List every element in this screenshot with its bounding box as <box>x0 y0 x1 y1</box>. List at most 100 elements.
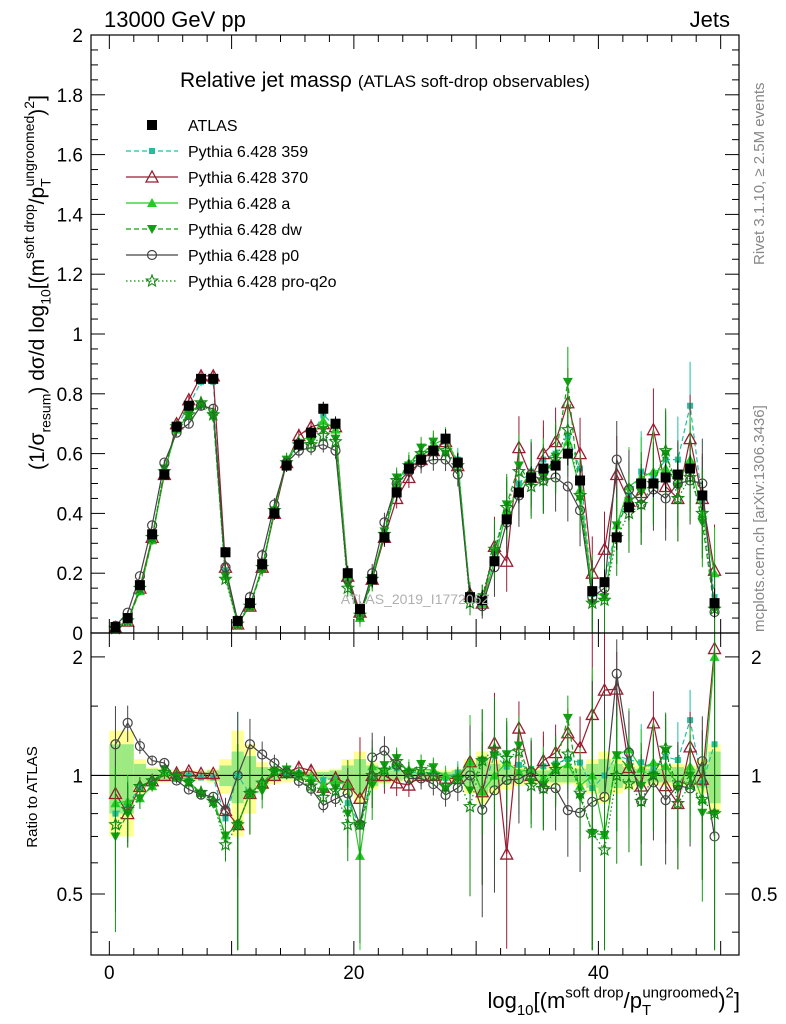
main-y-tick-label: 0.8 <box>57 385 83 406</box>
data-point <box>597 592 612 607</box>
header-left: 13000 GeV pp <box>104 7 246 32</box>
data-point <box>244 598 255 609</box>
ratio-plot <box>108 633 722 951</box>
data-point <box>477 595 488 606</box>
ratio-point <box>646 768 661 782</box>
main-y-tick-label: 0 <box>72 624 83 645</box>
data-point <box>538 463 549 474</box>
side-label-mcplots: mcplots.cern.ch [arXiv:1306.3436] <box>751 405 768 632</box>
ratio-point <box>487 741 502 756</box>
ratio-point <box>316 789 331 804</box>
data-point <box>562 481 573 492</box>
legend-label: ATLAS <box>188 118 238 135</box>
data-point <box>465 592 476 603</box>
ratio-line <box>115 719 716 827</box>
data-point <box>316 428 331 442</box>
main-y-tick-label: 0.4 <box>57 504 84 525</box>
x-tick-label: 20 <box>343 963 364 984</box>
data-point <box>330 418 341 429</box>
ratio-point <box>328 783 343 797</box>
main-y-tick-label: 1 <box>72 325 83 346</box>
data-point <box>110 622 121 633</box>
data-point <box>354 604 365 615</box>
ratio-point <box>548 761 563 776</box>
data-point <box>511 464 527 478</box>
data-point <box>672 469 683 480</box>
data-point <box>306 427 317 438</box>
data-point <box>660 472 671 483</box>
ratio-point <box>562 804 573 816</box>
legend-label: Pythia 6.428 p0 <box>188 248 299 265</box>
main-y-tick-label: 2 <box>72 26 83 47</box>
ratio-point <box>389 754 404 768</box>
ratio-y-axis-label: Ratio to ATLAS <box>24 746 41 847</box>
ratio-point <box>210 774 217 781</box>
ratio-frame <box>90 632 740 956</box>
data-point <box>122 613 133 624</box>
data-point <box>232 616 243 627</box>
ratio-y-tick-label: 0.5 <box>57 885 83 906</box>
data-point <box>452 457 463 468</box>
data-point <box>623 502 634 513</box>
watermark: ATLAS_2019_I1772062 <box>341 591 490 607</box>
ratio-point <box>230 817 245 831</box>
ratio-point <box>198 774 205 781</box>
series-line <box>115 401 716 630</box>
data-point <box>560 422 575 436</box>
header-right: Jets <box>690 7 730 32</box>
ratio-point <box>144 773 160 787</box>
ratio-y-tick-label-right: 1 <box>751 766 762 787</box>
data-point <box>389 473 404 487</box>
ratio-point <box>220 805 231 816</box>
data-point <box>183 400 194 411</box>
chart-title: Relative jet massρ (ATLAS soft-drop obser… <box>180 69 590 92</box>
legend-entry: Pythia 6.428 359 <box>126 144 308 161</box>
ratio-point <box>255 775 270 790</box>
data-point <box>281 460 292 471</box>
data-point <box>269 508 280 519</box>
ratio-point <box>242 786 258 800</box>
ratio-point <box>401 764 417 779</box>
ratio-point <box>122 717 133 728</box>
data-point <box>171 421 182 432</box>
data-point <box>218 571 233 586</box>
data-point <box>501 514 512 525</box>
data-point <box>159 457 170 468</box>
data-point <box>575 475 586 486</box>
ratio-point <box>147 755 158 766</box>
ratio-point <box>303 778 319 793</box>
ratio-line <box>115 656 716 856</box>
legend-label: Pythia 6.428 370 <box>188 170 308 187</box>
ratio-y-tick-label: 1 <box>72 766 83 787</box>
ratio-y-tick-label-right: 0.5 <box>751 885 777 906</box>
legend: ATLAS Pythia 6.428 359 Pythia 6.428 370 Pyt… <box>126 118 337 291</box>
data-point <box>695 505 710 520</box>
ratio-point <box>670 795 686 810</box>
ratio-point <box>562 713 573 723</box>
ratio-point <box>560 746 575 761</box>
ratio-point <box>169 768 184 782</box>
ratio-point <box>585 825 600 840</box>
ratio-point <box>108 817 123 831</box>
data-point <box>328 434 343 448</box>
legend-marker <box>147 198 157 207</box>
main-plot <box>108 346 722 635</box>
data-point <box>636 478 647 489</box>
data-point <box>709 598 720 609</box>
ratio-point <box>511 744 527 758</box>
data-point <box>611 532 622 543</box>
ratio-point <box>218 837 233 851</box>
data-point <box>697 490 708 501</box>
ratio-point <box>609 768 624 782</box>
legend-label: Pythia 6.428 pro-q2o <box>188 274 337 291</box>
data-point <box>293 439 304 450</box>
ratio-point <box>440 770 451 780</box>
data-point <box>379 532 390 543</box>
ratio-point <box>193 784 209 799</box>
data-point <box>611 454 622 465</box>
ratio-point <box>450 770 465 785</box>
data-point <box>183 418 194 429</box>
ratio-point <box>536 780 551 795</box>
ratio-point <box>193 766 209 780</box>
ratio-series-pythia-6-428-p0 <box>110 638 720 951</box>
